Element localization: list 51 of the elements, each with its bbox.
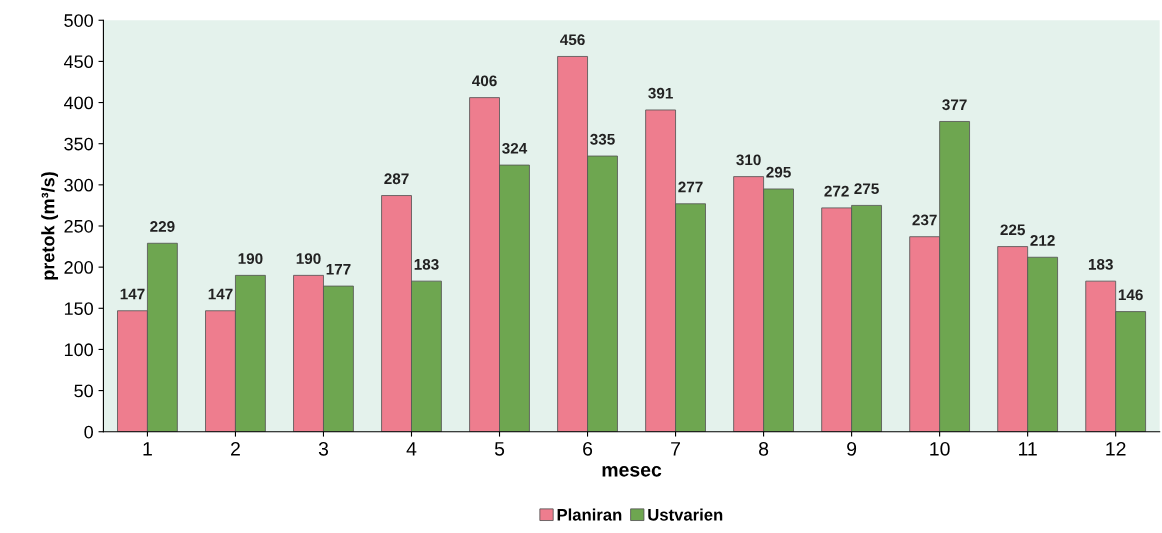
y-tick-label: 50 [74, 384, 93, 398]
data-label: 335 [590, 133, 615, 145]
data-label: 310 [736, 154, 761, 166]
data-label: 287 [384, 173, 409, 185]
data-label: 277 [678, 181, 703, 193]
data-label: 177 [326, 264, 351, 275]
data-label: 225 [1000, 224, 1025, 236]
data-label: 183 [1088, 258, 1113, 270]
data-label: 229 [150, 221, 175, 232]
x-tick-label: 2 [231, 441, 240, 456]
data-label: 237 [912, 214, 937, 226]
y-tick-label: 250 [64, 219, 93, 233]
y-tick-label: 0 [84, 425, 93, 439]
data-label: 272 [824, 185, 849, 197]
x-tick-label: 3 [318, 441, 329, 456]
data-label: 324 [502, 142, 528, 154]
x-tick-label: 8 [759, 441, 769, 456]
y-tick-label: 350 [64, 137, 93, 151]
data-label: 406 [472, 75, 497, 87]
x-axis-title: mesec [602, 465, 662, 477]
legend-label: Planiran [557, 508, 622, 521]
data-label: 391 [648, 87, 673, 99]
x-tick-label: 1 [143, 442, 152, 456]
y-axis-title: pretok (m³/s) [41, 172, 59, 280]
legend-label: Ustvarien [648, 508, 723, 521]
data-label: 190 [296, 253, 321, 265]
data-label: 295 [766, 166, 791, 178]
data-label: 147 [120, 288, 145, 300]
y-tick-label: 200 [64, 261, 93, 274]
x-tick-label: 12 [1106, 441, 1126, 456]
x-tick-label: 4 [406, 442, 417, 456]
data-label: 146 [1118, 289, 1143, 301]
data-label: 183 [414, 258, 439, 270]
x-tick-label: 11 [1019, 442, 1037, 456]
y-tick-label: 450 [63, 55, 93, 69]
y-tick-label: 150 [64, 302, 93, 316]
data-label: 275 [854, 183, 879, 195]
y-tick-label: 300 [64, 178, 93, 192]
y-tick-label: 400 [63, 96, 93, 110]
x-tick-label: 6 [583, 441, 593, 456]
y-tick-label: 100 [64, 343, 93, 357]
data-label: 212 [1030, 235, 1055, 246]
data-label: 456 [560, 34, 585, 46]
y-tick-label: 500 [64, 14, 93, 27]
x-tick-label: 9 [847, 441, 857, 456]
x-tick-label: 10 [930, 441, 950, 456]
data-label: 377 [942, 99, 967, 111]
data-label: 147 [208, 288, 233, 300]
x-tick-label: 7 [671, 442, 680, 456]
data-label: 190 [238, 253, 263, 265]
x-tick-label: 5 [494, 442, 505, 456]
